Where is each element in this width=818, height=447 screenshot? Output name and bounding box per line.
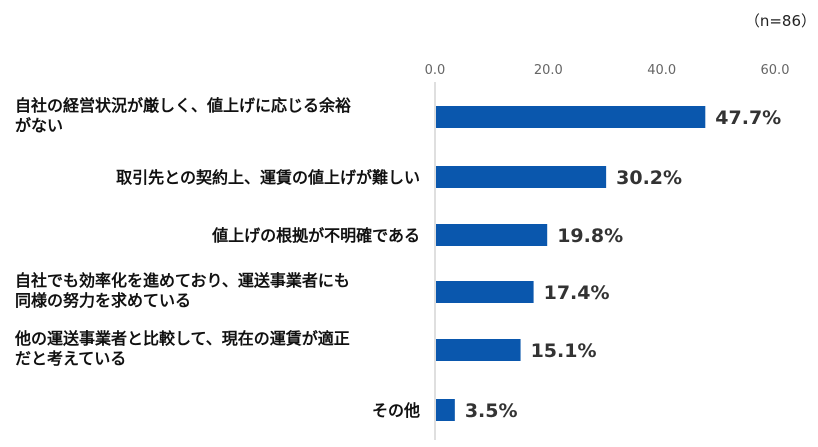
value-label: 30.2% [616,167,682,189]
value-label: 47.7% [715,107,781,129]
category-label: その他 [372,401,420,420]
category-label-line: 他の運送事業者と比較して、現在の運賃が適正 [14,329,350,348]
category-labels: 自社の経営状況が厳しく、値上げに応じる余裕がない取引先との契約上、運賃の値上げが… [14,96,420,420]
bar [436,166,607,188]
bar [436,224,548,246]
x-tick-label: 20.0 [534,63,563,78]
value-label: 17.4% [544,282,610,304]
category-label-line: 同様の努力を求めている [15,291,191,310]
x-tick-label: 60.0 [761,63,790,78]
value-label: 19.8% [557,225,623,247]
bars-group [436,106,706,421]
category-label-line: 自社の経営状況が厳しく、値上げに応じる余裕 [15,96,351,115]
category-label-line: 自社でも効率化を進めており、運送事業者にも [15,271,350,290]
x-axis-ticks: 0.0 20.0 40.0 60.0 [425,63,790,78]
bar [436,399,455,421]
value-labels: 47.7% 30.2% 19.8% 17.4% 15.1% 3.5% [465,107,781,422]
bar [436,106,706,128]
category-label: 取引先との契約上、運賃の値上げが難しい [116,168,420,187]
value-label: 3.5% [465,400,518,422]
bar [436,339,521,361]
category-label: 値上げの根拠が不明確である [211,226,420,245]
value-label: 15.1% [531,340,597,362]
x-tick-label: 40.0 [647,63,676,78]
bar [436,281,534,303]
sample-size-note: （n=86） [745,12,816,30]
x-tick-label: 0.0 [425,63,446,78]
category-label-line: がない [15,116,63,135]
category-label-line: だと考えている [15,349,126,368]
